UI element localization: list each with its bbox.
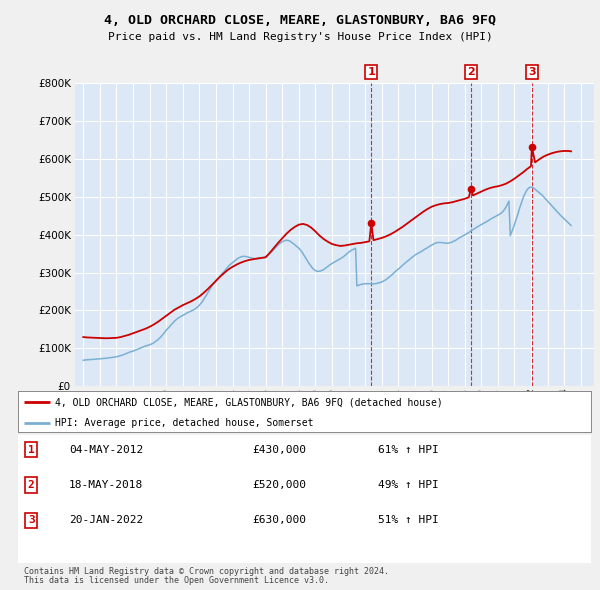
Text: £630,000: £630,000 bbox=[252, 516, 306, 525]
Text: 1: 1 bbox=[367, 67, 375, 77]
Text: Contains HM Land Registry data © Crown copyright and database right 2024.: Contains HM Land Registry data © Crown c… bbox=[24, 566, 389, 576]
Text: HPI: Average price, detached house, Somerset: HPI: Average price, detached house, Some… bbox=[55, 418, 314, 428]
Text: 1: 1 bbox=[28, 445, 35, 454]
Text: 2: 2 bbox=[28, 480, 35, 490]
Text: 51% ↑ HPI: 51% ↑ HPI bbox=[378, 516, 439, 525]
Text: 3: 3 bbox=[28, 516, 35, 525]
Text: 4, OLD ORCHARD CLOSE, MEARE, GLASTONBURY, BA6 9FQ: 4, OLD ORCHARD CLOSE, MEARE, GLASTONBURY… bbox=[104, 14, 496, 27]
Text: 18-MAY-2018: 18-MAY-2018 bbox=[69, 480, 143, 490]
Text: £430,000: £430,000 bbox=[252, 445, 306, 454]
Text: 49% ↑ HPI: 49% ↑ HPI bbox=[378, 480, 439, 490]
Text: Price paid vs. HM Land Registry's House Price Index (HPI): Price paid vs. HM Land Registry's House … bbox=[107, 32, 493, 42]
Text: 61% ↑ HPI: 61% ↑ HPI bbox=[378, 445, 439, 454]
Text: £520,000: £520,000 bbox=[252, 480, 306, 490]
Text: 20-JAN-2022: 20-JAN-2022 bbox=[69, 516, 143, 525]
Text: 2: 2 bbox=[467, 67, 475, 77]
Text: 04-MAY-2012: 04-MAY-2012 bbox=[69, 445, 143, 454]
Text: 3: 3 bbox=[528, 67, 536, 77]
Text: This data is licensed under the Open Government Licence v3.0.: This data is licensed under the Open Gov… bbox=[24, 576, 329, 585]
Text: 4, OLD ORCHARD CLOSE, MEARE, GLASTONBURY, BA6 9FQ (detached house): 4, OLD ORCHARD CLOSE, MEARE, GLASTONBURY… bbox=[55, 397, 443, 407]
